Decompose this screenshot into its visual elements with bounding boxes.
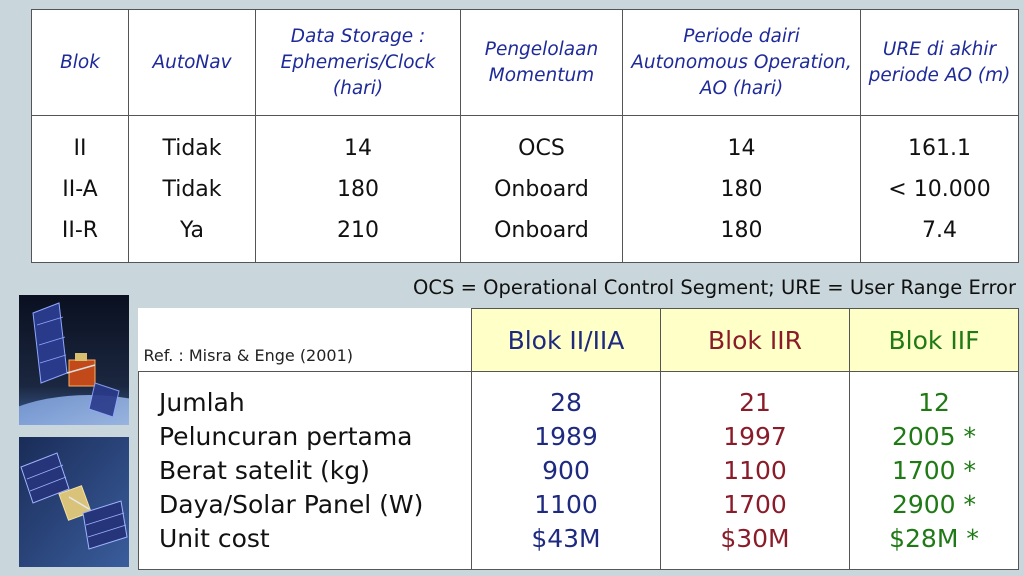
row-label: Unit cost [159, 523, 270, 553]
cell: 180 [720, 217, 763, 243]
header-pengelolaan-momentum: Pengelolaan Momentum [460, 9, 623, 116]
cell: 180 [720, 176, 763, 202]
column-blok-iir: 21 1997 1100 1700 $30M [660, 371, 850, 570]
header-blok-ii-iia: Blok II/IIA [471, 308, 661, 372]
row-label: Jumlah [159, 387, 245, 417]
header-blok: Blok [31, 9, 129, 116]
row-labels: Jumlah Peluncuran pertama Berat satelit … [138, 371, 472, 570]
cell: $30M [720, 523, 790, 553]
cell: $43M [531, 523, 601, 553]
header-periode-ao: Periode dairi Autonomous Operation, AO (… [622, 9, 861, 116]
header-ure: URE di akhir periode AO (m) [860, 9, 1019, 116]
cell: 1100 [534, 489, 598, 519]
row-label: Peluncuran pertama [159, 421, 413, 451]
header-data-storage: Data Storage : Ephemeris/Clock (hari) [255, 9, 461, 116]
cell: 14 [344, 135, 372, 161]
cell: 900 [542, 455, 590, 485]
cell: Tidak [162, 176, 222, 202]
column-blok: II II-A II-R [31, 115, 129, 263]
cell: $28M * [889, 523, 979, 553]
header-blok-iif: Blok IIF [849, 308, 1019, 372]
cell: 2005 * [891, 421, 977, 451]
cell: 1989 [534, 421, 598, 451]
cell: 161.1 [908, 135, 971, 161]
column-pengelolaan-momentum: OCS Onboard Onboard [460, 115, 623, 263]
cell: 1997 [723, 421, 787, 451]
reference-cell: Ref. : Misra & Enge (2001) [138, 308, 472, 372]
cell: 12 [918, 387, 950, 417]
cell: 1100 [723, 455, 787, 485]
cell: 28 [550, 387, 582, 417]
cell: II [73, 135, 87, 161]
cell: 21 [739, 387, 771, 417]
cell: 210 [337, 217, 379, 243]
cell: Onboard [494, 176, 589, 202]
cell: < 10.000 [888, 176, 991, 202]
cell: 2900 * [891, 489, 977, 519]
cell: Onboard [494, 217, 589, 243]
satellite-image-block-iir [19, 437, 129, 567]
cell: II-A [62, 176, 98, 202]
cell: OCS [518, 135, 565, 161]
column-blok-ii-iia: 28 1989 900 1100 $43M [471, 371, 661, 570]
cell: Ya [180, 217, 204, 243]
abbreviation-note: OCS = Operational Control Segment; URE =… [413, 276, 1016, 299]
column-blok-iif: 12 2005 * 1700 * 2900 * $28M * [849, 371, 1019, 570]
cell: 1700 [723, 489, 787, 519]
cell: 180 [337, 176, 379, 202]
cell: Tidak [162, 135, 222, 161]
column-autonav: Tidak Tidak Ya [128, 115, 256, 263]
reference-text: Ref. : Misra & Enge (2001) [143, 346, 354, 365]
satellite-image-block-iia [19, 295, 129, 425]
column-ure: 161.1 < 10.000 7.4 [860, 115, 1019, 263]
row-label: Berat satelit (kg) [159, 455, 370, 485]
header-blok-iir: Blok IIR [660, 308, 850, 372]
column-periode-ao: 14 180 180 [622, 115, 861, 263]
cell: 1700 * [891, 455, 977, 485]
header-autonav: AutoNav [128, 9, 256, 116]
cell: 7.4 [922, 217, 957, 243]
row-label: Daya/Solar Panel (W) [159, 489, 424, 519]
cell: 14 [727, 135, 756, 161]
cell: II-R [61, 217, 99, 243]
satellite-block-specs-table: Ref. : Misra & Enge (2001) Blok II/IIA B… [138, 308, 1019, 570]
column-data-storage: 14 180 210 [255, 115, 461, 263]
gps-block-comparison-table: Blok AutoNav Data Storage : Ephemeris/Cl… [31, 9, 1019, 263]
